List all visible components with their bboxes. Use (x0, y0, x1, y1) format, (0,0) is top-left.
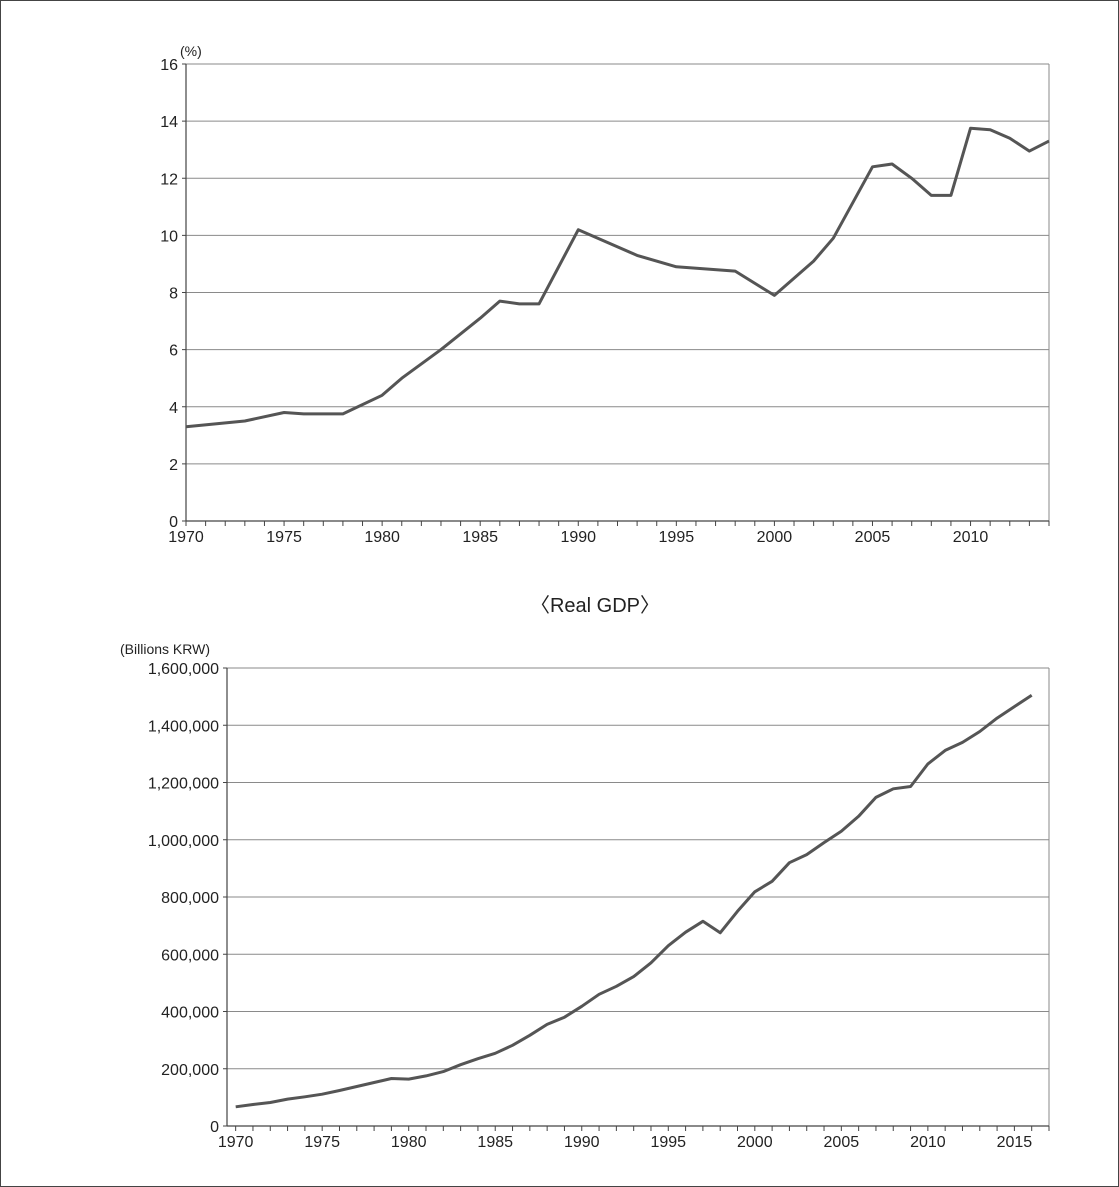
y-tick-label: 16 (160, 57, 178, 74)
y-tick-label: 0 (169, 514, 178, 531)
y-tick-label: 10 (160, 228, 178, 245)
x-tick-label: 1970 (218, 1134, 254, 1151)
y-tick-label: 1,200,000 (148, 776, 219, 793)
y-tick-label: 8 (169, 286, 178, 303)
x-tick-label: 2000 (737, 1134, 773, 1151)
x-tick-label: 2000 (757, 529, 793, 546)
x-tick-label: 2010 (953, 529, 989, 546)
y-tick-label: 6 (169, 343, 178, 360)
grid (227, 667, 1050, 1126)
y-unit-label: (Billions KRW) (120, 641, 210, 657)
x-tick-labels: 1970 1975 1980 1985 1990 1995 2000 2005 2010 (168, 529, 988, 546)
grid (186, 63, 1050, 521)
x-tick-label: 2005 (855, 529, 891, 546)
x-tick-label: 1985 (462, 529, 498, 546)
y-tick-label: 800,000 (161, 890, 219, 907)
y-tick-label: 1,400,000 (148, 718, 219, 735)
y-tick-label: 14 (160, 114, 178, 131)
x-tick-label: 1980 (391, 1134, 427, 1151)
y-tick-labels: 0 2 4 6 8 10 12 14 16 (160, 57, 178, 531)
x-tick-label: 2015 (997, 1134, 1033, 1151)
x-tick-label: 2005 (824, 1134, 860, 1151)
x-tick-label: 1990 (564, 1134, 600, 1151)
chart-title: 〈Real GDP〉 (530, 595, 660, 617)
x-tick-label: 1995 (659, 529, 695, 546)
x-tick-label: 2010 (910, 1134, 946, 1151)
y-tick-label: 4 (169, 400, 178, 417)
series-line (235, 693, 1033, 1109)
chart-real-gdp: 0 200,000 400,000 600,000 800,000 1,000,000 1,… (120, 641, 1050, 1151)
axes (223, 667, 1050, 1131)
y-tick-label: 400,000 (161, 1005, 219, 1022)
y-tick-label: 2 (169, 457, 178, 474)
x-tick-label: 1985 (477, 1134, 513, 1151)
y-tick-label: 0 (210, 1119, 219, 1136)
x-tick-label: 1970 (168, 529, 204, 546)
y-tick-label: 1,600,000 (148, 661, 219, 678)
x-tick-label: 1980 (364, 529, 400, 546)
y-tick-label: 200,000 (161, 1062, 219, 1079)
y-unit-label: (%) (180, 43, 202, 59)
x-tick-label: 1975 (266, 529, 302, 546)
y-tick-labels: 0 200,000 400,000 600,000 800,000 1,000,000 1,… (148, 661, 219, 1136)
series-line (185, 126, 1050, 429)
x-tick-labels: 1970 1975 1980 1985 1990 1995 2000 2005 2010 2015 (218, 1134, 1032, 1151)
y-tick-label: 600,000 (161, 947, 219, 964)
x-tick-label: 1975 (304, 1134, 340, 1151)
x-tick-label: 1990 (560, 529, 596, 546)
y-tick-label: 1,000,000 (148, 833, 219, 850)
x-tick-label: 1995 (650, 1134, 686, 1151)
chart-ratio: 0 2 4 6 8 10 12 14 16 1970 1975 1980 1985 1990 1995 20… (160, 43, 1050, 546)
y-tick-label: 12 (160, 171, 178, 188)
axes (182, 63, 1050, 526)
